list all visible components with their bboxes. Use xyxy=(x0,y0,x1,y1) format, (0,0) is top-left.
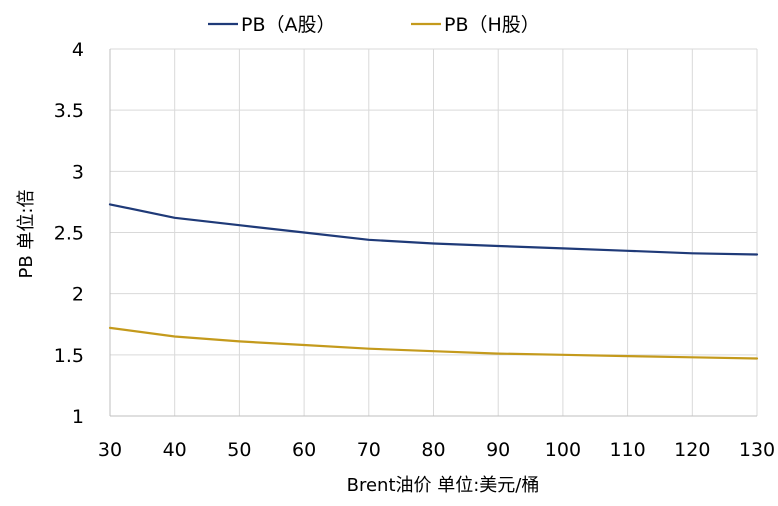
series-line-pb-a xyxy=(108,203,759,256)
x-tick-label: 30 xyxy=(98,439,122,461)
x-tick-label: 100 xyxy=(545,439,581,461)
x-tick-label: 130 xyxy=(739,439,775,461)
y-axis-ticks: 1 1.5 2 2.5 3 3.5 4 xyxy=(54,39,84,428)
x-tick-label: 90 xyxy=(486,439,510,461)
x-tick-label: 40 xyxy=(163,439,187,461)
x-tick-label: 70 xyxy=(357,439,381,461)
series-line-pb-h xyxy=(108,326,759,360)
y-axis-label: PB 单位:倍 xyxy=(16,190,37,279)
y-tick-label: 3.5 xyxy=(54,100,84,122)
x-tick-label: 110 xyxy=(609,439,645,461)
x-tick-label: 60 xyxy=(292,439,316,461)
x-axis-label: Brent油价 单位:美元/桶 xyxy=(347,475,540,496)
legend-label: PB（A股） xyxy=(241,14,336,36)
y-tick-label: 1.5 xyxy=(54,345,84,367)
y-tick-label: 2.5 xyxy=(54,223,84,245)
y-tick-label: 4 xyxy=(72,39,84,61)
x-tick-label: 80 xyxy=(421,439,445,461)
plot-series xyxy=(108,203,759,360)
y-tick-label: 1 xyxy=(72,406,84,428)
y-tick-label: 2 xyxy=(72,284,84,306)
legend: PB（A股） PB（H股） xyxy=(208,14,540,36)
legend-label: PB（H股） xyxy=(444,14,540,36)
x-axis-ticks: 30 40 50 60 70 80 90 100 110 120 130 xyxy=(98,439,775,461)
y-tick-label: 3 xyxy=(72,161,84,183)
x-tick-label: 50 xyxy=(227,439,251,461)
x-tick-label: 120 xyxy=(674,439,710,461)
grid xyxy=(109,48,758,417)
